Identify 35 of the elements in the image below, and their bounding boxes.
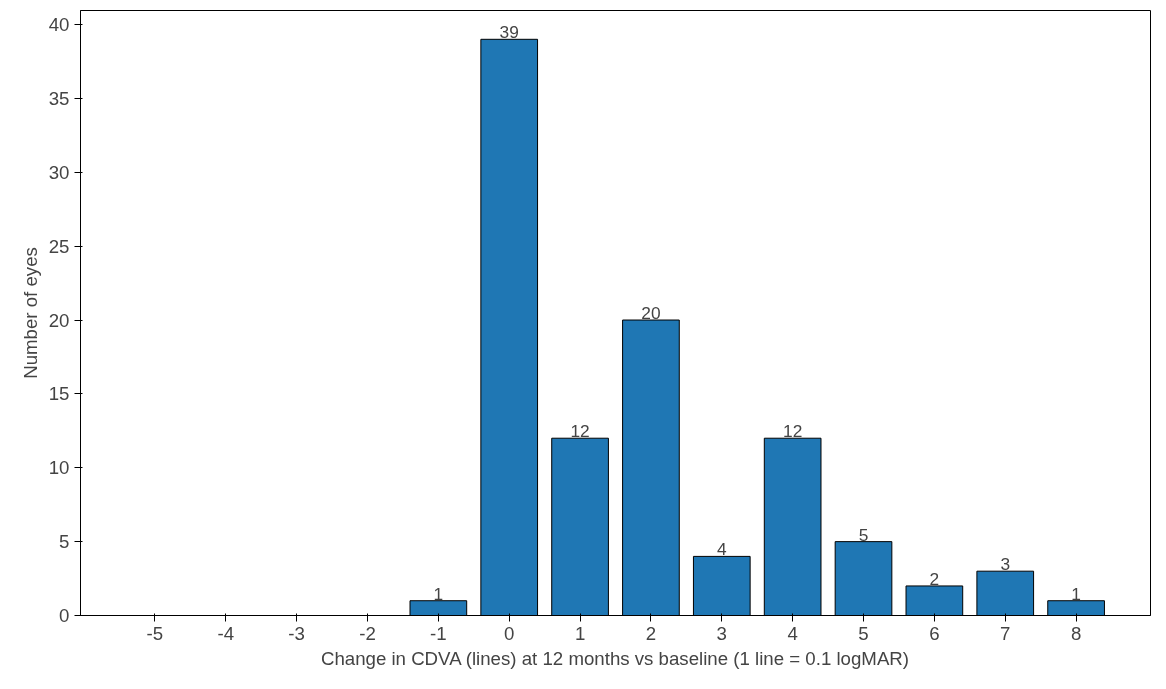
- data-label: 39: [499, 22, 519, 43]
- x-tick-label: 0: [504, 622, 515, 644]
- x-tick-label: 2: [645, 622, 657, 644]
- x-tick-label: -1: [430, 622, 447, 644]
- y-tick-label: 25: [48, 235, 70, 257]
- x-tick-label: 6: [929, 622, 940, 644]
- y-tick-label: 30: [48, 161, 70, 183]
- y-tick-label: 15: [48, 383, 70, 405]
- x-tick-label: -3: [288, 622, 305, 644]
- data-label: 12: [570, 421, 590, 442]
- x-tick-label: 5: [858, 622, 869, 644]
- x-tick-label: -2: [359, 622, 376, 644]
- x-tick-label: 3: [716, 622, 727, 644]
- x-tick-label: -5: [146, 622, 164, 644]
- y-tick-label: 0: [59, 605, 70, 626]
- x-tick-label: 8: [1070, 622, 1082, 644]
- y-tick-label: 20: [48, 309, 70, 331]
- y-tick-label: 10: [48, 457, 70, 479]
- data-label: 5: [858, 524, 869, 545]
- data-label: 12: [783, 421, 803, 442]
- data-label: 2: [929, 568, 940, 589]
- x-tick-label: 7: [1000, 622, 1011, 644]
- x-tick-label: 1: [574, 622, 586, 644]
- y-tick-label: 35: [48, 87, 70, 109]
- data-label: 1: [1071, 583, 1081, 604]
- data-label: 4: [716, 539, 727, 560]
- x-axis-title: Change in CDVA (lines) at 12 months vs baseline (1 line = 0.1 logMAR): [320, 647, 910, 669]
- y-tick-label: 40: [48, 14, 70, 36]
- y-axis-title: Number of eyes: [19, 247, 41, 379]
- x-tick-label: -4: [217, 622, 235, 644]
- data-label: 20: [641, 303, 661, 324]
- data-label: 3: [1000, 554, 1011, 575]
- x-tick-label: 4: [787, 622, 798, 644]
- y-tick-label: 5: [59, 531, 70, 553]
- data-label: 1: [433, 583, 444, 604]
